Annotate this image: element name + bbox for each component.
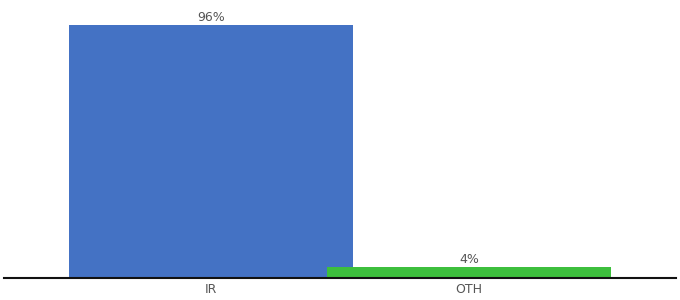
Bar <box>69 25 353 278</box>
Bar <box>327 267 611 278</box>
Text: 4%: 4% <box>459 253 479 266</box>
Text: 96%: 96% <box>197 11 224 24</box>
